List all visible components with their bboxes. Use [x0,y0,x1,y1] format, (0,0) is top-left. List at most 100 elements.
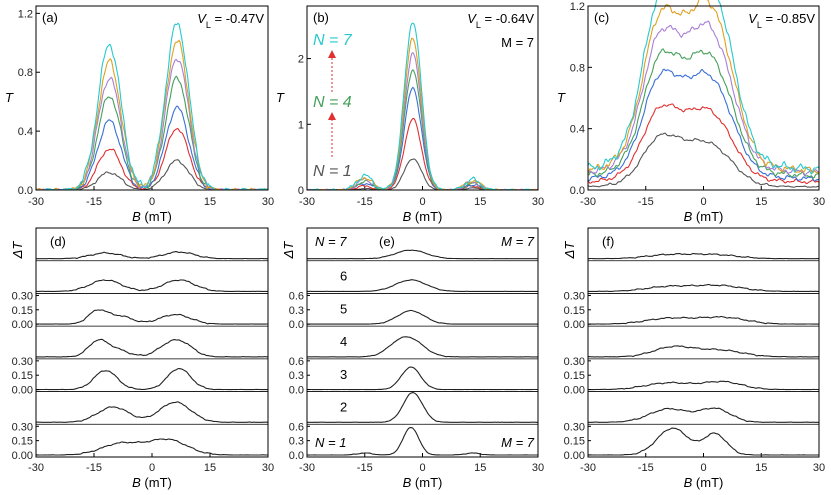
row-y-tick-label: 0.00 [564,319,585,331]
x-tick-label: -30 [28,462,44,474]
row-y-tick-label: 0.00 [12,319,33,331]
delta-trace-n6 [307,279,538,292]
delta-trace-n2 [35,401,268,423]
delta-trace-n5 [307,309,538,325]
y-tick-label: 0 [298,185,304,197]
plot-frame [587,5,820,191]
series-line-n5 [587,20,820,177]
x-tick-label: 15 [755,196,767,208]
series-line-n5 [36,58,268,191]
vl-symbol: V [197,11,207,26]
delta-trace-n4 [587,345,819,358]
x-tick-label: 15 [204,462,216,474]
delta-trace-n7 [588,252,819,260]
series-line-n1 [588,132,819,188]
vl-value: = -0.85V [762,11,815,26]
row-y-tick-label: 0.30 [12,290,33,302]
x-axis-label-unit: (mT) [141,475,172,490]
panel-label: (e) [379,234,395,249]
delta-trace-n6 [588,283,819,292]
n-label-mid: N = 4 [313,94,352,111]
y-axis-label: ΔT [281,241,296,260]
row-y-tick-label: 0.0 [289,450,304,462]
n-label-top: N = 7 [315,234,347,249]
vl-subscript: L [757,20,762,30]
y-axis-label: T [5,90,14,105]
x-tick-label: 0 [149,462,155,474]
n-label-top: N = 7 [313,32,353,49]
x-tick-label: -30 [299,196,315,208]
x-tick-label: 0 [419,462,425,474]
row-y-tick-label: 0.3 [289,370,304,382]
x-tick-label: -30 [299,462,315,474]
series-line-n3 [587,68,820,182]
arrow-head-upper [328,50,336,58]
n-label-bot: N = 1 [315,435,346,450]
vl-symbol: V [748,11,758,26]
x-tick-label: -15 [357,462,373,474]
x-tick-label: 15 [755,462,767,474]
row-y-tick-label: 0.00 [564,450,585,462]
row-y-tick-label: 0.00 [12,385,33,397]
series-line-n7 [587,0,820,175]
x-tick-label: 0 [700,196,706,208]
arrow-head-lower [328,112,336,120]
x-tick-label: 0 [700,462,706,474]
panel-label: (d) [50,234,66,249]
x-axis-label-unit: (mT) [411,209,442,224]
panel-c: -30 -15 0 15 30 B (mT) 0.0 0.4 0.8 1.2 T (c) VL = -0… [557,0,825,224]
row-number: 3 [340,367,347,382]
x-tick-label: -30 [580,462,596,474]
x-axis-label: B (mT) [684,475,724,490]
delta-trace-n2 [306,392,538,423]
x-axis-label-var: B [684,209,693,224]
row-y-tick-label: 0.15 [12,305,33,317]
x-tick-label: 15 [474,462,486,474]
panel-d: -30 -15 0 15 30 B (mT) 0.30 0.15 0.00 0.30 0.15 0.0… [10,227,274,490]
delta-trace-n1 [307,427,538,456]
x-axis-label-var: B [403,475,412,490]
vl-label: VL = -0.85V [748,11,815,30]
row-number: 6 [340,269,347,284]
y-tick-label: 0.4 [570,124,585,136]
y-tick-label: 2 [298,54,304,66]
row-y-tick-label: 0.30 [564,421,585,433]
row-y-tick-label: 0.3 [289,436,304,448]
delta-trace-n3 [587,380,819,391]
x-axis-label-unit: (mT) [141,209,172,224]
delta-trace-n7 [35,251,268,260]
y-axis-label: ΔT [562,241,577,260]
row-y-tick-label: 0.0 [289,319,304,331]
x-tick-label: 30 [532,196,544,208]
x-axis-label-var: B [132,209,141,224]
delta-trace-n1 [36,438,268,456]
y-tick-label: 0.0 [570,185,585,197]
y-tick-label: 0.8 [570,62,585,74]
row-y-tick-label: 0.6 [289,356,304,368]
x-tick-label: 30 [813,462,825,474]
panel-label: (b) [313,10,329,25]
x-tick-label: -15 [86,462,102,474]
delta-trace-n1 [588,427,820,456]
row-y-tick-label: 0.6 [289,421,304,433]
m-label-bot: M = 7 [501,435,535,450]
delta-trace-n2 [588,407,819,423]
x-axis-label-var: B [684,475,693,490]
panel-label: (c) [594,10,609,25]
y-axis-label: T [557,90,566,105]
x-tick-label: 30 [262,462,274,474]
panel-f: -30 -15 0 15 30 B (mT) 0.30 0.15 0.00 0.30 0.15 0.0… [562,227,825,490]
x-axis-label-var: B [132,475,141,490]
row-y-tick-label: 0.0 [289,385,304,397]
series-line-n6 [36,39,269,191]
row-y-tick-label: 0.15 [564,305,585,317]
x-tick-label: 15 [474,196,486,208]
y-tick-label: 0.4 [18,126,33,138]
x-axis-label-unit: (mT) [692,209,723,224]
panel-e: -30 -15 0 15 30 B (mT) 0.6 0.3 0.0 0.6 0.3 0.0 0.6 0.… [281,227,544,490]
x-tick-label: 30 [532,462,544,474]
x-tick-label: -15 [357,196,373,208]
y-tick-label: 1.2 [570,1,585,13]
x-axis-label: B (mT) [403,209,443,224]
